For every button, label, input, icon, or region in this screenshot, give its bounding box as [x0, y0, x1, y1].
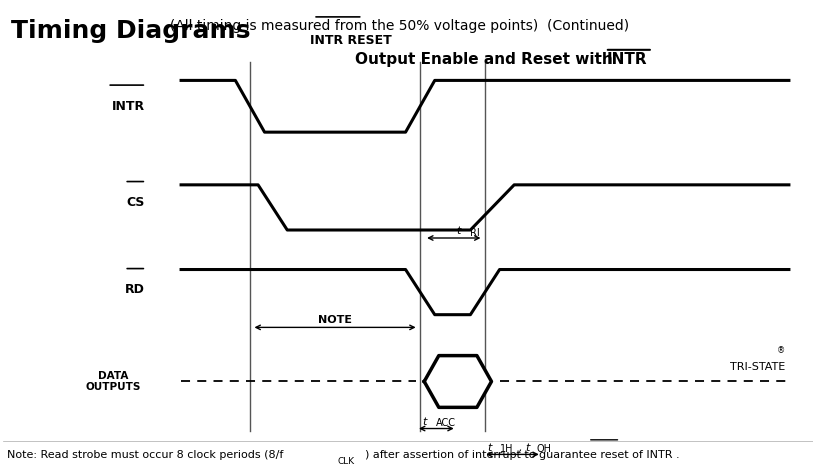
- Text: CS: CS: [126, 196, 144, 209]
- Text: 1H: 1H: [500, 444, 514, 454]
- Text: RI: RI: [470, 228, 480, 238]
- Text: NOTE: NOTE: [318, 315, 352, 325]
- Text: Output Enable and Reset with: Output Enable and Reset with: [355, 52, 619, 67]
- Text: t: t: [423, 416, 427, 426]
- Text: ACC: ACC: [436, 418, 455, 428]
- Text: CLK: CLK: [338, 456, 355, 466]
- Text: t: t: [487, 443, 492, 453]
- Text: (All timing is measured from the 50% voltage points)  (Continued): (All timing is measured from the 50% vol…: [161, 19, 629, 33]
- Text: INTR: INTR: [606, 52, 647, 67]
- Text: TRI-STATE: TRI-STATE: [730, 362, 785, 372]
- Text: ) after assertion of interrupt to guarantee reset of INTR .: ) after assertion of interrupt to guaran…: [365, 450, 680, 460]
- Text: , t: , t: [519, 443, 530, 453]
- Text: DATA
OUTPUTS: DATA OUTPUTS: [85, 371, 140, 392]
- Text: OH: OH: [536, 444, 551, 454]
- Text: ®: ®: [777, 347, 785, 356]
- Text: INTR: INTR: [112, 100, 144, 113]
- Text: RD: RD: [125, 283, 144, 296]
- Text: t: t: [457, 226, 461, 236]
- Text: INTR RESET: INTR RESET: [310, 34, 392, 48]
- Text: Timing Diagrams: Timing Diagrams: [11, 19, 251, 43]
- Polygon shape: [424, 356, 491, 407]
- Text: Note: Read strobe must occur 8 clock periods (8/f: Note: Read strobe must occur 8 clock per…: [7, 450, 283, 460]
